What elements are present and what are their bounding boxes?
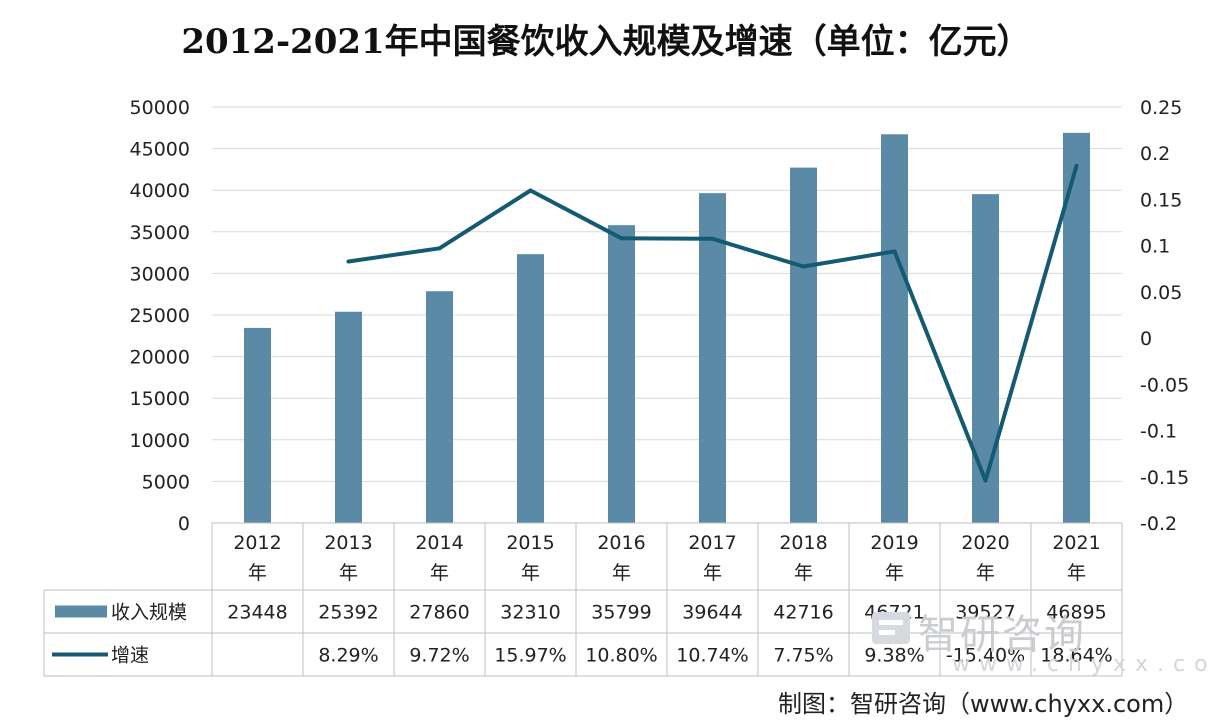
right-tick-label: -0.15 — [1140, 467, 1189, 489]
bar — [699, 193, 726, 523]
legend-label-growth: 增速 — [111, 645, 149, 667]
revenue-value: 35799 — [591, 602, 651, 624]
category-label: 2020 — [961, 532, 1009, 554]
bar-series — [244, 132, 1090, 524]
growth-value: 10.80% — [585, 645, 657, 667]
growth-value: 7.75% — [773, 645, 833, 667]
growth-value: 18.64% — [1040, 645, 1112, 667]
category-label: 年 — [521, 562, 540, 584]
watermark-logo-icon — [872, 612, 910, 644]
growth-value: 9.72% — [409, 645, 469, 667]
revenue-value: 23448 — [227, 602, 287, 624]
line-series — [346, 163, 1079, 483]
category-label: 2019 — [870, 532, 918, 554]
revenue-value: 27860 — [409, 602, 469, 624]
chart-title: 2012-2021年中国餐饮收入规模及增速（单位：亿元） — [181, 22, 1031, 62]
revenue-value: 39644 — [682, 602, 742, 624]
category-label: 2012 — [233, 532, 281, 554]
bar — [335, 311, 362, 523]
growth-value: 15.97% — [494, 645, 566, 667]
growth-value: 9.38% — [864, 645, 924, 667]
category-label: 年 — [339, 562, 358, 584]
legend-label-revenue: 收入规模 — [111, 602, 187, 624]
category-label: 年 — [248, 562, 267, 584]
right-tick-label: -0.2 — [1140, 513, 1177, 535]
source-note: 制图：智研咨询（www.chyxx.com） — [778, 690, 1189, 718]
bar — [972, 194, 999, 523]
gridlines — [212, 106, 1122, 482]
right-tick-label: 0.25 — [1140, 97, 1182, 119]
left-tick-label: 35000 — [130, 222, 190, 244]
category-label: 年 — [885, 562, 904, 584]
revenue-value: 46895 — [1046, 602, 1106, 624]
growth-point — [528, 188, 533, 193]
right-tick-label: 0.1 — [1140, 236, 1170, 258]
watermark-brand: 智研咨询 — [918, 612, 1086, 658]
revenue-value: 32310 — [500, 602, 560, 624]
left-tick-label: 30000 — [130, 263, 190, 285]
growth-point — [346, 259, 351, 264]
right-tick-label: -0.05 — [1140, 374, 1189, 396]
growth-point — [801, 264, 806, 269]
left-tick-label: 0 — [178, 513, 190, 535]
bar — [881, 134, 908, 523]
bar — [517, 254, 544, 524]
category-label: 年 — [430, 562, 449, 584]
growth-point — [437, 246, 442, 251]
category-label: 2018 — [779, 532, 827, 554]
growth-value: -15.40% — [946, 645, 1025, 667]
bar — [244, 327, 271, 523]
left-tick-label: 40000 — [130, 180, 190, 202]
right-tick-label: 0.15 — [1140, 189, 1182, 211]
growth-point — [1074, 163, 1079, 168]
revenue-value: 39527 — [955, 602, 1015, 624]
left-tick-label: 25000 — [130, 305, 190, 327]
growth-point — [983, 478, 988, 483]
left-tick-label: 45000 — [130, 139, 190, 161]
left-tick-label: 10000 — [130, 430, 190, 452]
category-label: 2013 — [324, 532, 372, 554]
bar — [426, 291, 453, 523]
category-label: 2021 — [1052, 532, 1100, 554]
growth-point — [710, 236, 715, 241]
left-tick-label: 15000 — [130, 388, 190, 410]
category-label: 年 — [1067, 562, 1086, 584]
category-label: 2014 — [415, 532, 463, 554]
right-tick-label: 0 — [1140, 328, 1152, 350]
category-label: 2015 — [506, 532, 554, 554]
right-tick-label: 0.05 — [1140, 282, 1182, 304]
growth-point — [619, 236, 624, 241]
left-tick-label: 5000 — [142, 471, 190, 493]
bar — [790, 167, 817, 523]
category-label: 2017 — [688, 532, 736, 554]
growth-value: 8.29% — [318, 645, 378, 667]
legend-key-bar — [55, 605, 107, 618]
growth-value: 10.74% — [676, 645, 748, 667]
bar — [608, 225, 635, 523]
right-tick-label: -0.1 — [1140, 421, 1177, 443]
category-label: 年 — [976, 562, 995, 584]
growth-point — [892, 249, 897, 254]
revenue-value: 42716 — [773, 602, 833, 624]
category-label: 年 — [612, 562, 631, 584]
right-tick-label: 0.2 — [1140, 143, 1170, 165]
watermark-url: www.chyxx.com — [952, 652, 1212, 677]
data-table: 2012 年 2013 年 2014 年 2015 年 2016 年 2017 年 2018 年 2019 年… — [43, 522, 1123, 677]
left-axis: 0 5000 10000 15000 20000 25000 30000 35000 40000… — [130, 97, 190, 535]
category-label: 年 — [794, 562, 813, 584]
category-label: 年 — [703, 562, 722, 584]
category-label: 2016 — [597, 532, 645, 554]
right-axis: -0.2 -0.15 -0.1 -0.05 0 0.05 0.1 0.15 0.2 0.25 — [1140, 97, 1189, 535]
left-tick-label: 50000 — [130, 97, 190, 119]
left-tick-label: 20000 — [130, 347, 190, 369]
revenue-value: 25392 — [318, 602, 378, 624]
